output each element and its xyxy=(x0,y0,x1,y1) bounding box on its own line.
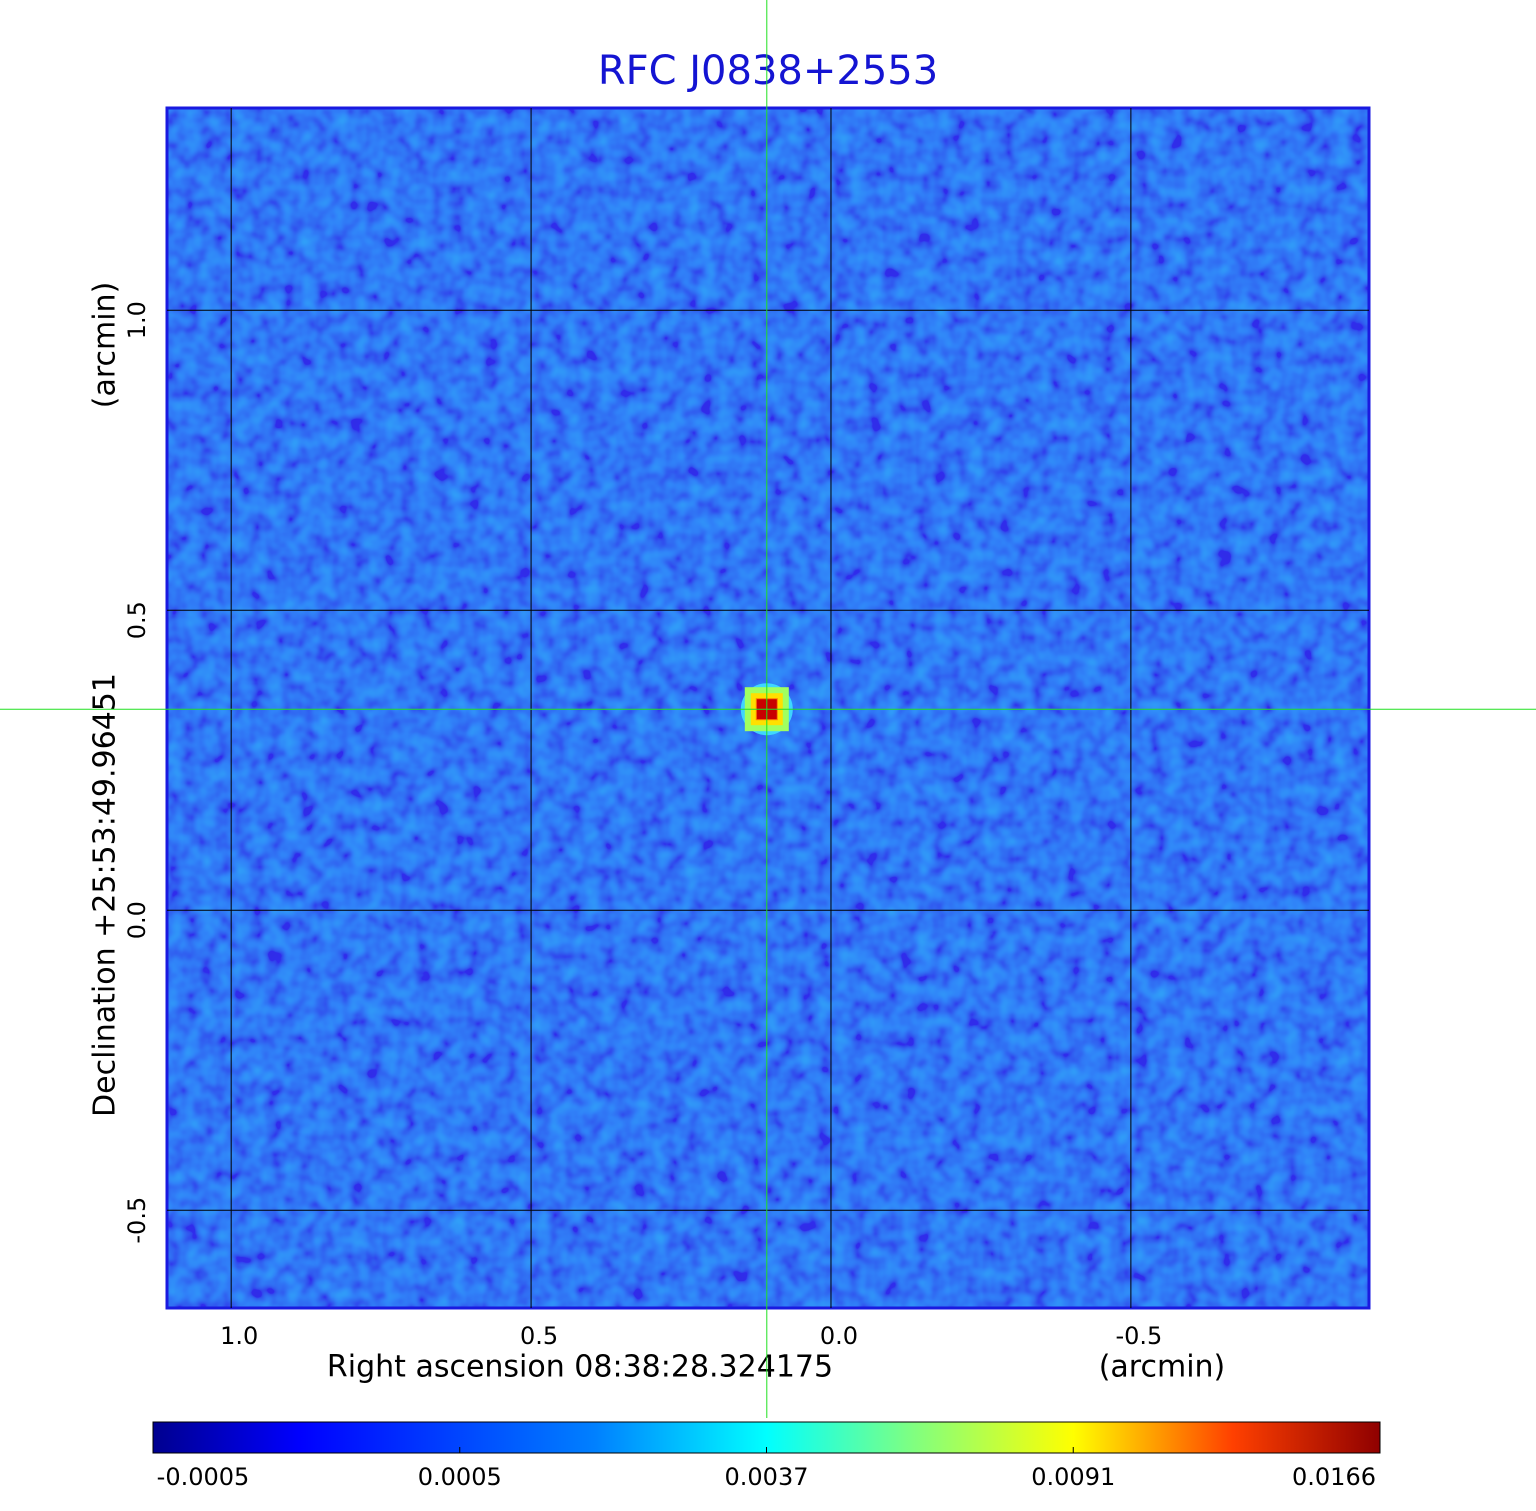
chart-title: RFC J0838+2553 xyxy=(598,48,938,94)
colorbar-tick-label: 0.0166 xyxy=(1292,1463,1376,1491)
colorbar-tick-label: -0.0005 xyxy=(157,1463,250,1491)
x-tick-label: 0.5 xyxy=(520,1322,558,1350)
colorbar-tick-label: 0.0037 xyxy=(725,1463,809,1491)
colorbar-tick-label: 0.0005 xyxy=(418,1463,502,1491)
y-tick-label: 0.0 xyxy=(123,901,151,939)
x-tick-label: 0.0 xyxy=(820,1322,858,1350)
colorbar-tick-label: 0.0091 xyxy=(1031,1463,1115,1491)
x-tick-label: 1.0 xyxy=(220,1322,258,1350)
y-tick-label: 0.5 xyxy=(123,601,151,639)
y-tick-label: -0.5 xyxy=(123,1197,151,1244)
x-tick-label: -0.5 xyxy=(1115,1322,1162,1350)
x-axis-unit: (arcmin) xyxy=(1099,1350,1226,1385)
plot-frame xyxy=(165,106,1371,1310)
x-axis-label: Right ascension 08:38:28.324175 xyxy=(327,1350,833,1385)
y-axis-unit: (arcmin) xyxy=(88,282,123,409)
y-tick-label: 1.0 xyxy=(123,301,151,339)
y-axis-label: Declination +25:53:49.96451 xyxy=(88,673,123,1117)
